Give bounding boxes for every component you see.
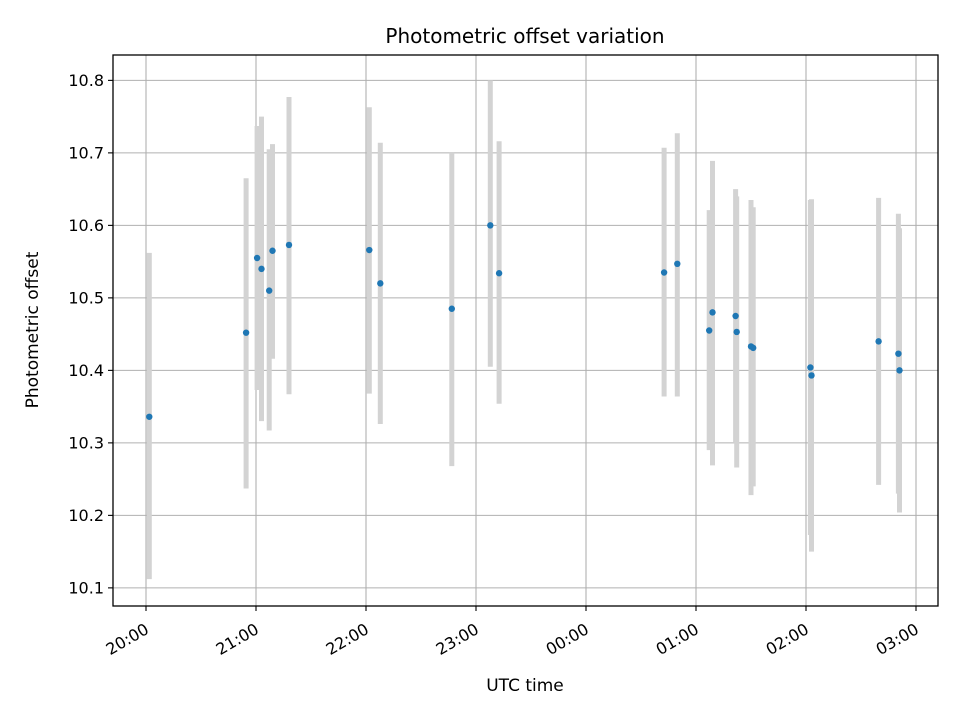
data-point: [709, 309, 716, 316]
y-tick-label: 10.3: [68, 433, 104, 452]
data-point: [895, 350, 902, 357]
data-point: [377, 280, 384, 287]
y-tick-label: 10.1: [68, 578, 104, 597]
y-tick-label: 10.7: [68, 143, 104, 162]
y-tick-label: 10.5: [68, 288, 104, 307]
data-point: [896, 367, 903, 374]
y-tick-label: 10.6: [68, 216, 104, 235]
y-axis-title: Photometric offset: [23, 251, 43, 408]
data-point: [875, 338, 882, 345]
data-point: [495, 270, 503, 277]
data-point: [448, 305, 455, 312]
plot-area: [113, 55, 938, 606]
data-point: [706, 327, 713, 334]
data-point: [660, 269, 668, 276]
data-point: [808, 372, 815, 379]
data-point: [146, 413, 153, 420]
x-axis-title: UTC time: [486, 676, 564, 696]
y-tick-label: 10.8: [68, 71, 104, 90]
data-point: [266, 287, 273, 294]
y-tick-label: 10.2: [68, 506, 104, 525]
data-point: [807, 364, 814, 371]
data-points: [146, 222, 903, 420]
grid-lines: [113, 55, 938, 606]
chart-title: Photometric offset variation: [385, 24, 664, 48]
data-point: [285, 241, 293, 249]
data-point: [732, 312, 739, 320]
plot-frame: [112, 54, 939, 607]
data-point: [258, 265, 265, 273]
data-point: [733, 328, 740, 336]
data-point: [750, 344, 757, 352]
data-point: [487, 222, 494, 229]
data-point: [674, 260, 681, 267]
y-tick-label: 10.4: [68, 361, 104, 380]
data-point: [366, 246, 373, 254]
data-point: [269, 247, 276, 254]
data-point: [253, 254, 261, 262]
data-point: [242, 329, 250, 336]
